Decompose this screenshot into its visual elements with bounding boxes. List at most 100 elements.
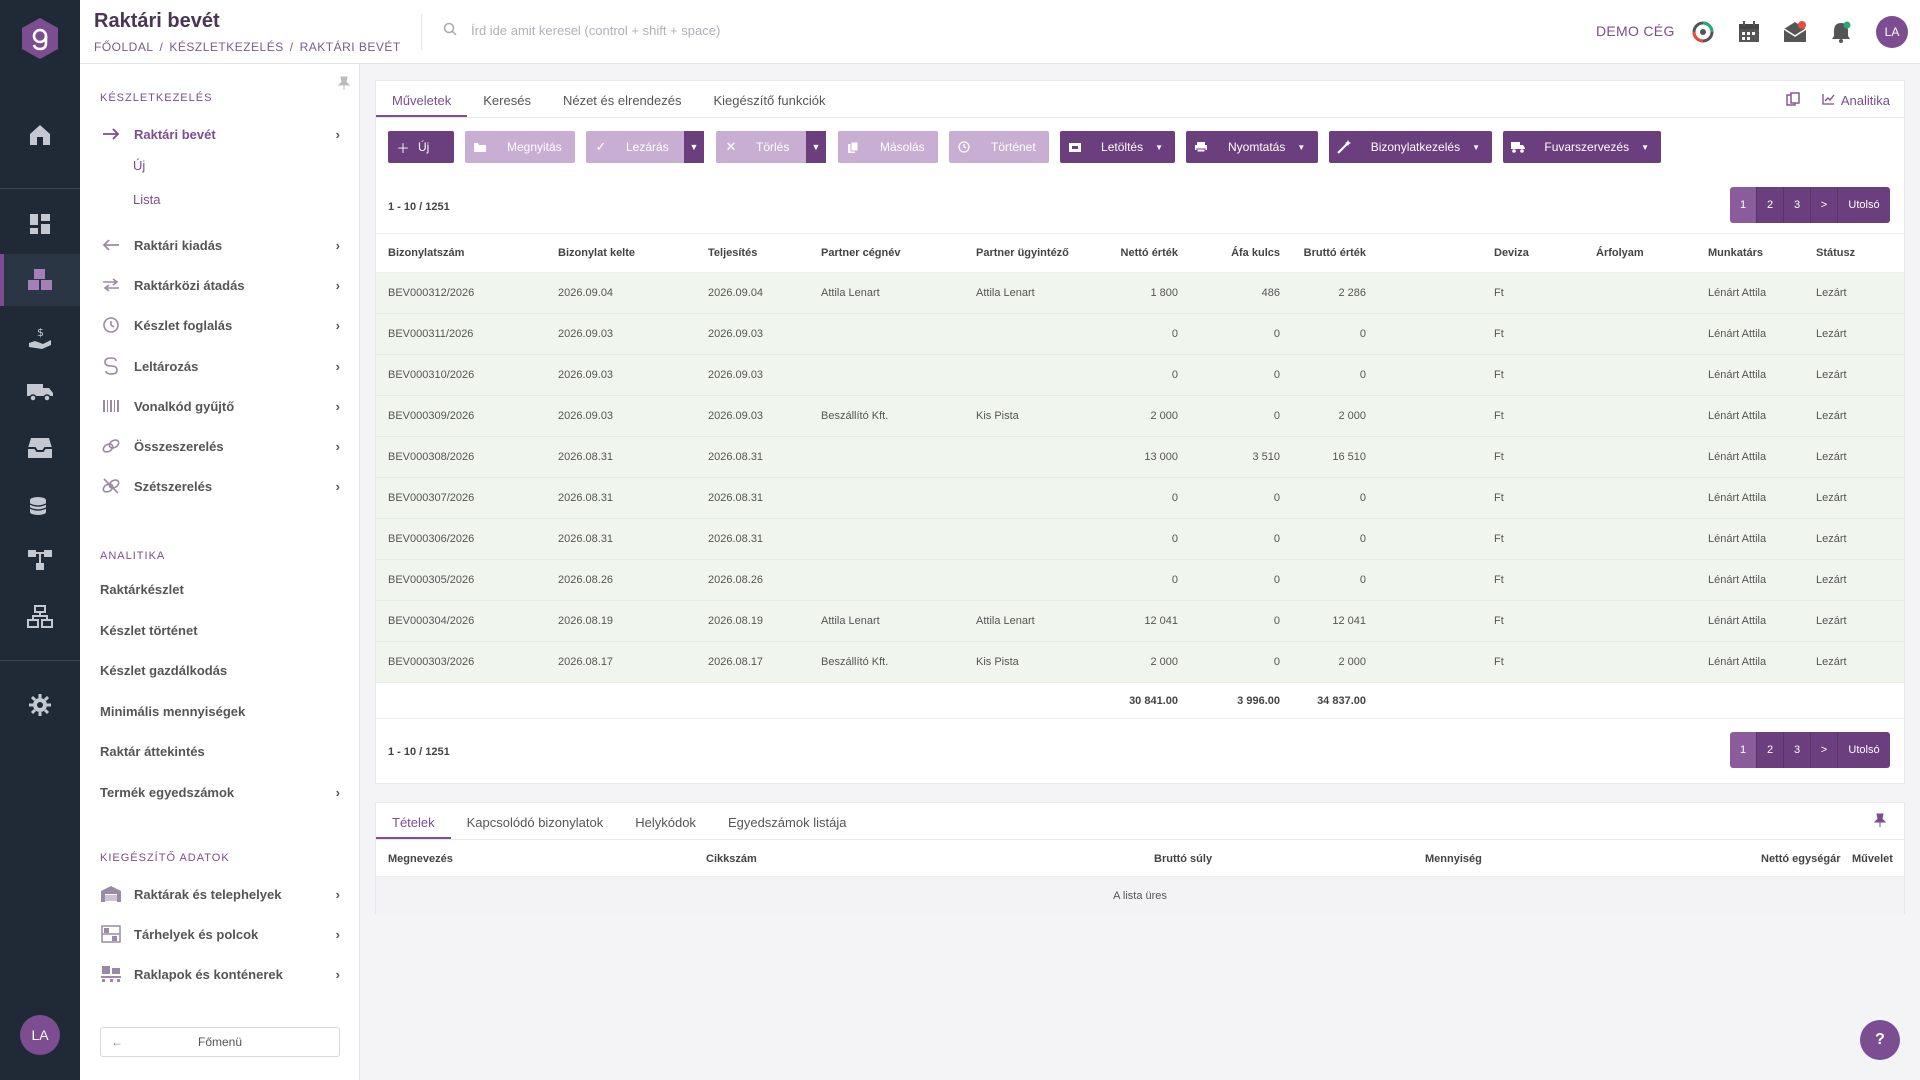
user-avatar[interactable]: LA [1876,16,1908,48]
sidebar-item-osszeszereles[interactable]: Összeszerelés › [100,432,340,460]
table-row[interactable]: BEV000305/2026 2026.08.26 2026.08.26 0 0 0 Ft L… [376,560,1904,601]
breadcrumb-home[interactable]: FŐOLDAL [94,40,154,54]
sidebar-item-termek-egyedszamok[interactable]: Termék egyedszámok › [100,778,340,806]
sidebar-item-raktarak[interactable]: Raktárak és telephelyek › [100,880,340,908]
analytics-link[interactable]: Analitika [1786,92,1890,109]
column-header[interactable]: Partner cégnév [821,247,901,259]
search-input[interactable] [471,23,871,38]
help-button[interactable]: ? [1860,1020,1900,1060]
column-header[interactable]: Bizonylat kelte [558,247,636,259]
breadcrumb-inventory[interactable]: KÉSZLETKEZELÉS [169,40,284,54]
new-button[interactable]: ＋ Új [388,131,454,163]
page-3-button[interactable]: 3 [1784,732,1811,768]
table-row[interactable]: BEV000311/2026 2026.09.03 2026.09.03 0 0 0 Ft L… [376,314,1904,355]
freight-button[interactable]: Fuvarszervezés ▼ [1503,131,1661,163]
next-page-button[interactable]: > [1811,732,1838,768]
close-document-button[interactable]: ✓ Lezárás ▼ [586,131,704,163]
support-chat-icon[interactable] [1689,18,1717,46]
print-button[interactable]: Nyomtatás ▼ [1186,131,1318,163]
structure-icon[interactable] [24,601,56,633]
pin-icon[interactable] [1873,813,1887,830]
sidebar-link-keszlet-gazdalkodas[interactable]: Készlet gazdálkodás [100,663,228,678]
table-cell [1596,642,1676,682]
table-row[interactable]: BEV000306/2026 2026.08.31 2026.08.31 0 0 0 Ft L… [376,519,1904,560]
sidebar-item-tarhelyek[interactable]: Tárhelyek és polcok › [100,920,340,948]
tab-nezet[interactable]: Nézet és elrendezés [562,93,682,108]
tab-egyedszamok[interactable]: Egyedszámok listája [727,815,847,830]
home-icon[interactable] [24,119,56,151]
notification-bell-icon[interactable] [1827,18,1855,46]
page-3-button[interactable]: 3 [1784,187,1811,223]
table-row[interactable]: BEV000312/2026 2026.09.04 2026.09.04 Attila… [376,273,1904,314]
column-header[interactable]: Partner ügyintéző [976,247,1069,259]
sidebar-link-minimalis-mennyisegek[interactable]: Minimális mennyiségek [100,704,246,719]
download-button[interactable]: Letöltés ▼ [1060,131,1175,163]
pin-icon[interactable] [337,76,351,93]
page-1-button[interactable]: 1 [1730,187,1757,223]
document-management-button[interactable]: Bizonylatkezelés ▼ [1329,131,1492,163]
column-header[interactable]: Státusz [1816,247,1856,259]
column-header[interactable]: Deviza [1494,247,1529,259]
calendar-icon[interactable] [1735,18,1763,46]
sidebar-item-raklapok[interactable]: Raklapok és konténerek › [100,960,340,988]
sidebar-item-raktari-kiadas[interactable]: Raktári kiadás › [100,231,340,259]
column-header[interactable]: Teljesítés [708,247,758,259]
sidebar-subitem-list[interactable]: Lista [133,192,161,207]
sidebar-link-raktar-attekintes[interactable]: Raktár áttekintés [100,744,205,759]
settings-gear-icon[interactable] [24,689,56,721]
company-switcher[interactable]: DEMO CÉG [1596,23,1675,39]
workflow-icon[interactable] [24,544,56,576]
tab-helykodok[interactable]: Helykódok [635,815,696,830]
tab-kapcsolodo[interactable]: Kapcsolódó bizonylatok [466,815,604,830]
mail-icon[interactable] [1781,18,1809,46]
last-page-button[interactable]: Utolsó [1838,732,1890,768]
table-row[interactable]: BEV000308/2026 2026.08.31 2026.08.31 13 000… [376,437,1904,478]
page-2-button[interactable]: 2 [1757,187,1784,223]
table-row[interactable]: BEV000304/2026 2026.08.19 2026.08.19 Attila… [376,601,1904,642]
coins-icon[interactable] [24,490,56,522]
column-header[interactable]: Áfa kulcs [1231,247,1280,259]
column-header[interactable]: Bizonylatszám [388,247,465,259]
history-button[interactable]: Történet [949,131,1049,163]
sidebar-link-keszlet-tortenet[interactable]: Készlet történet [100,623,198,638]
copy-button[interactable]: Másolás [838,131,938,163]
tab-tetelek[interactable]: Tételek [376,803,451,839]
inventory-boxes-icon[interactable] [0,254,80,306]
inbox-icon[interactable] [24,432,56,464]
table-row[interactable]: BEV000309/2026 2026.09.03 2026.09.03 Beszál… [376,396,1904,437]
column-header[interactable]: Árfolyam [1596,247,1644,259]
sidebar-item-vonalkod-gyujto[interactable]: Vonalkód gyűjtő › [100,392,340,420]
document-copy-icon[interactable] [1786,92,1800,109]
column-header[interactable]: Munkatárs [1708,247,1764,259]
table-row[interactable]: BEV000303/2026 2026.08.17 2026.08.17 Beszál… [376,642,1904,683]
tab-kiegeszito[interactable]: Kiegészítő funkciók [713,93,826,108]
rail-user-avatar[interactable]: LA [20,1015,60,1055]
next-page-button[interactable]: > [1811,187,1838,223]
table-row[interactable]: BEV000307/2026 2026.08.31 2026.08.31 0 0 0 Ft L… [376,478,1904,519]
sidebar-item-szetszereles[interactable]: Szétszerelés › [100,472,340,500]
dashboard-icon[interactable] [24,208,56,240]
page-1-button[interactable]: 1 [1730,732,1757,768]
column-header[interactable]: Bruttó érték [1303,247,1366,259]
sidebar-item-leltarozas[interactable]: Leltározás › [100,352,340,380]
caret-down-icon[interactable]: ▼ [684,131,704,163]
tab-muveletek[interactable]: Műveletek [376,81,468,117]
sidebar-link-raktarkeszlet[interactable]: Raktárkészlet [100,582,184,597]
page-2-button[interactable]: 2 [1757,732,1784,768]
sidebar-item-keszlet-foglalas[interactable]: Készlet foglalás › [100,311,340,339]
open-button[interactable]: Megnyitás [465,131,575,163]
sidebar-item-raktari-bevet[interactable]: Raktári bevét › [100,120,340,148]
sidebar-subitem-new[interactable]: Új [133,158,146,173]
tab-kereses[interactable]: Keresés [483,93,531,108]
main-menu-button[interactable]: ← Főmenü [100,1027,340,1057]
app-logo-icon[interactable] [20,17,60,60]
sidebar-item-raktarkozi-atadas[interactable]: Raktárközi átadás › [100,271,340,299]
total-gross: 34 837.00 [1317,694,1366,707]
column-header[interactable]: Nettó érték [1120,247,1178,259]
caret-down-icon[interactable]: ▼ [806,131,826,163]
delivery-truck-icon[interactable] [24,376,56,408]
finance-hand-icon[interactable]: $ [24,322,56,354]
last-page-button[interactable]: Utolsó [1838,187,1890,223]
delete-button[interactable]: ✕ Törlés ▼ [716,131,826,163]
table-row[interactable]: BEV000310/2026 2026.09.03 2026.09.03 0 0 0 Ft L… [376,355,1904,396]
